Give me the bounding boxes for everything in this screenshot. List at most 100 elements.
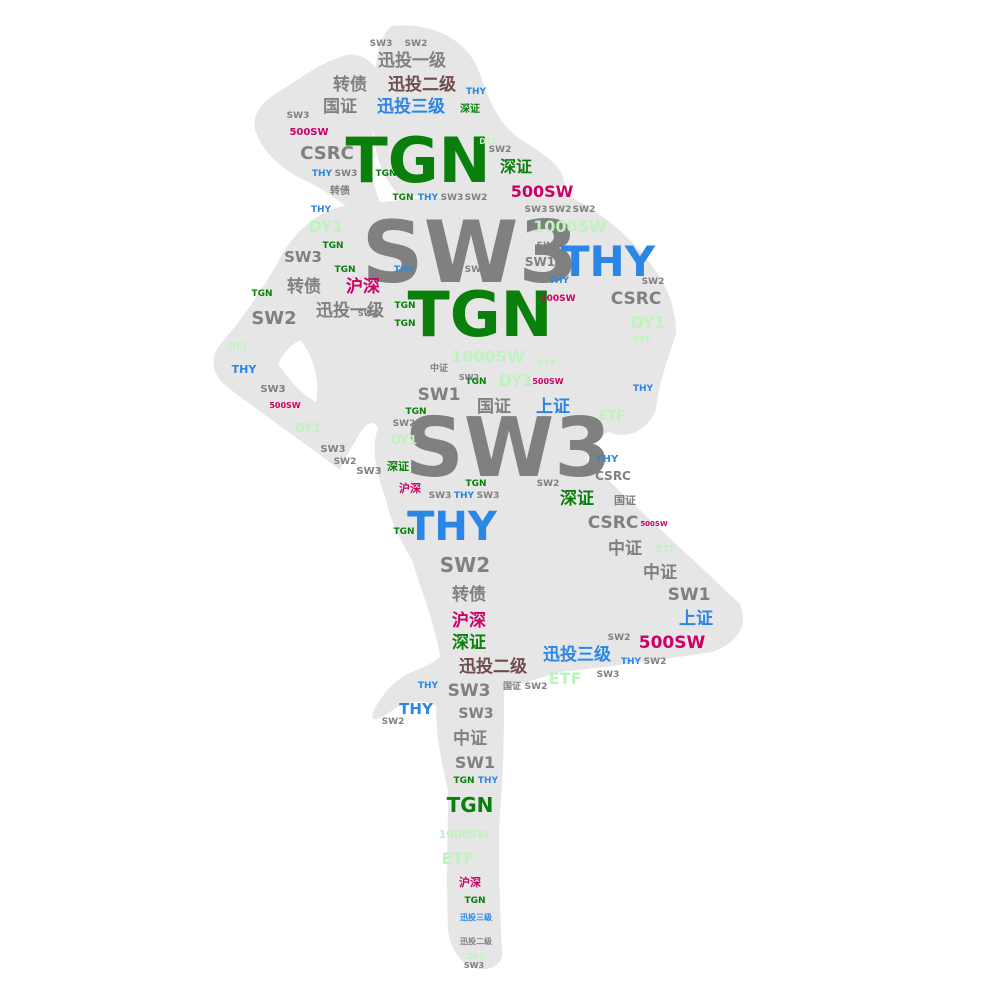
cloud-word: SW2 — [334, 457, 357, 467]
cloud-word: SW3 — [358, 309, 378, 318]
cloud-word: 500SW — [289, 127, 328, 138]
cloud-word: 1000SW — [439, 828, 490, 841]
cloud-word: TGN — [375, 169, 396, 179]
cloud-word: THY — [633, 384, 654, 394]
cloud-word: DY1 — [228, 342, 248, 352]
cloud-word: 深证 — [460, 102, 480, 115]
cloud-word: 深证 — [452, 632, 486, 653]
cloud-word: 转债 — [452, 584, 486, 605]
cloud-word: TGN — [322, 241, 343, 251]
cloud-word: TGN — [407, 278, 552, 351]
cloud-word: 转债 — [330, 184, 350, 197]
cloud-word: ETF — [549, 669, 582, 688]
cloud-word: TGN — [447, 793, 494, 817]
cloud-word: 国证 — [503, 681, 521, 692]
figure-silhouette — [213, 25, 743, 970]
cloud-word: 沪深 — [346, 276, 380, 297]
cloud-word: SW3 — [335, 169, 358, 179]
cloud-word: SW3 — [356, 466, 381, 477]
cloud-word: DY1 — [467, 952, 485, 961]
cloud-word: SW3 — [260, 384, 285, 395]
cloud-word: SW3 — [458, 706, 493, 722]
cloud-word: 迅投一级 — [378, 50, 446, 71]
cloud-word: SW3 — [448, 681, 491, 701]
cloud-word: THY — [418, 193, 439, 203]
cloud-word: 迅投二级 — [388, 74, 456, 95]
silhouette-hair — [254, 54, 382, 206]
cloud-word: 上证 — [679, 609, 713, 629]
cloud-word: TGN — [393, 527, 414, 537]
cloud-word: SW3 — [537, 241, 560, 251]
cloud-word: 国证 — [323, 97, 357, 117]
cloud-word: 深证 — [387, 459, 409, 473]
cloud-word: 深证 — [560, 488, 594, 509]
cloud-word: SW2 — [393, 419, 416, 429]
cloud-word: TGN — [453, 776, 474, 786]
cloud-word: SW2 — [644, 657, 667, 667]
cloud-word: DY1 — [391, 433, 417, 447]
cloud-word: 1000SW — [451, 347, 525, 366]
cloud-word: THY — [232, 363, 258, 376]
cloud-word: 500SW — [540, 294, 575, 304]
cloud-word: 国证 — [477, 397, 511, 417]
cloud-word: 中证 — [430, 362, 448, 374]
cloud-word: 转债 — [333, 74, 367, 95]
cloud-word: SW2 — [537, 479, 560, 489]
cloud-word: ETF — [538, 359, 556, 369]
cloud-word: 转债 — [287, 276, 321, 297]
cloud-word: SW3 — [320, 444, 345, 455]
cloud-word: SW3 — [287, 111, 310, 121]
cloud-word: SW2 — [405, 39, 428, 49]
cloud-word: CSRC — [588, 513, 639, 533]
cloud-word: THY — [454, 491, 475, 501]
cloud-word: ETF — [599, 409, 626, 424]
cloud-word: 500SW — [269, 401, 300, 410]
cloud-word: SW2 — [642, 277, 665, 287]
cloud-word: THY — [621, 657, 642, 667]
cloud-word: SW2 — [382, 717, 405, 727]
cloud-word: TGN — [394, 301, 415, 311]
cloud-word: CSRC — [300, 143, 354, 164]
cloud-word: SW2 — [549, 205, 572, 215]
cloud-word: DY1 — [499, 371, 534, 390]
cloud-word: ETF — [656, 544, 676, 555]
cloud-word: SW2 — [251, 308, 296, 329]
cloud-word: THY — [561, 237, 656, 286]
cloud-word: 迅投三级 — [460, 912, 493, 922]
cloud-word: SW1 — [455, 753, 495, 772]
silhouette-body — [213, 186, 743, 970]
cloud-word: SW1 — [668, 585, 711, 605]
cloud-word: 1000SW — [533, 217, 607, 236]
cloud-word: 上证 — [536, 397, 570, 417]
cloud-word: 迅投三级 — [377, 96, 445, 117]
cloud-word: THY — [394, 265, 415, 275]
cloud-word: TGN — [345, 124, 490, 197]
cloud-word: TGN — [464, 896, 485, 906]
cloud-word: THY — [418, 681, 439, 691]
cloud-word: SW3 — [597, 670, 620, 680]
cloud-word: SW2 — [440, 553, 490, 577]
cloud-word: SW3 — [464, 961, 484, 970]
cloud-word: SW2 — [459, 373, 479, 382]
cloud-word: THY — [312, 169, 333, 179]
silhouette-head — [373, 25, 565, 197]
cloud-word: 中证 — [643, 562, 677, 583]
cloud-word: TGN — [405, 407, 426, 417]
cloud-word: THY — [399, 700, 434, 718]
cloud-word: 迅投二级 — [459, 656, 527, 677]
cloud-word: SW2 — [465, 265, 488, 275]
cloud-word: SW2 — [525, 682, 548, 692]
cloud-word: 500SW — [640, 520, 668, 528]
cloud-word: TGN — [334, 265, 355, 275]
cloud-word: TGN — [465, 479, 486, 489]
cloud-word: THY — [478, 776, 499, 786]
cloud-word: SW3 — [441, 193, 464, 203]
cloud-word: CSRC — [595, 469, 631, 483]
cloud-word: SW2 — [573, 205, 596, 215]
cloud-word: TGN — [251, 289, 272, 299]
cloud-word: 迅投一级 — [316, 300, 384, 321]
cloud-word: THY — [407, 504, 498, 550]
cloud-word: DY1 — [309, 217, 344, 236]
